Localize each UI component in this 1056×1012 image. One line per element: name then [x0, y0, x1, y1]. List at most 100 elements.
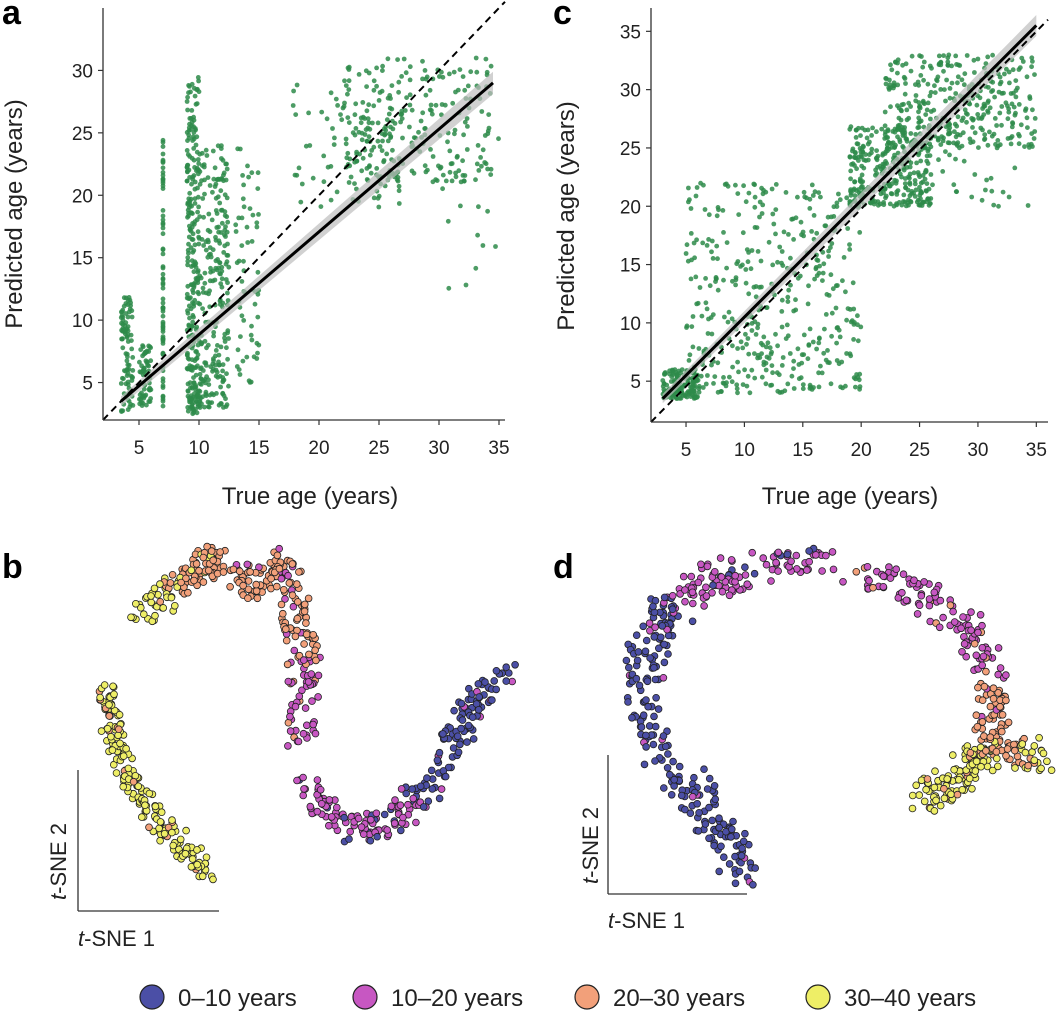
tsne-point	[940, 784, 948, 793]
data-point	[455, 87, 461, 93]
data-point	[191, 157, 197, 163]
tsne-point	[977, 762, 985, 771]
data-point	[214, 225, 220, 230]
data-point	[720, 380, 726, 386]
data-point	[745, 259, 751, 265]
data-point	[703, 300, 709, 306]
data-point	[160, 151, 166, 157]
data-point	[1005, 116, 1011, 122]
data-point	[743, 199, 749, 205]
data-point	[806, 283, 811, 289]
data-point	[160, 246, 166, 252]
data-point	[896, 125, 901, 130]
data-point	[120, 345, 126, 351]
data-point	[449, 161, 455, 166]
tsne-point	[492, 666, 501, 675]
data-point	[366, 120, 372, 126]
tsne-point	[946, 601, 955, 609]
data-point	[757, 214, 762, 220]
panel-b-points	[95, 542, 519, 884]
data-point	[855, 338, 861, 344]
data-point	[380, 138, 385, 144]
data-point	[919, 203, 925, 208]
data-point	[720, 208, 726, 213]
data-point	[256, 342, 262, 348]
data-point	[987, 129, 992, 135]
data-point	[363, 68, 369, 74]
tsne-point	[325, 796, 334, 804]
x-tick-label: 25	[368, 438, 389, 459]
data-point	[206, 239, 211, 245]
tsne-point	[974, 628, 982, 637]
data-point	[925, 100, 931, 106]
data-point	[912, 181, 918, 187]
data-point	[129, 378, 135, 383]
legend-label-30-40: 30–40 years	[844, 985, 976, 1012]
data-point	[841, 255, 847, 260]
data-point	[190, 221, 196, 226]
data-point	[193, 365, 199, 370]
tsne-point	[129, 777, 138, 786]
data-point	[848, 353, 854, 359]
data-point	[185, 94, 191, 100]
tsne-point	[731, 852, 739, 861]
data-point	[223, 234, 228, 239]
data-point	[475, 232, 480, 238]
data-point	[669, 374, 675, 380]
data-point	[949, 63, 954, 69]
tsne-point	[660, 658, 669, 667]
data-point	[740, 262, 745, 268]
data-point	[907, 193, 913, 199]
data-point	[192, 259, 198, 265]
tsne-point	[1010, 746, 1019, 755]
data-point	[255, 314, 261, 320]
data-point	[400, 135, 405, 141]
data-point	[810, 193, 816, 198]
data-point	[696, 346, 702, 351]
x-tick-label: 30	[967, 440, 988, 461]
data-point	[795, 194, 800, 200]
data-point	[442, 102, 448, 108]
tsne-point	[654, 644, 663, 653]
data-point	[858, 153, 864, 159]
tsne-point	[444, 763, 453, 772]
data-point	[191, 380, 197, 386]
data-point	[396, 188, 402, 194]
tsne-point	[923, 775, 932, 783]
tsne-point	[283, 660, 292, 669]
data-point	[929, 65, 934, 71]
tsne-point	[291, 632, 300, 641]
tsne-point	[456, 740, 464, 749]
panel-label-d: d	[553, 548, 574, 586]
tsne-point	[632, 674, 641, 683]
data-point	[870, 125, 875, 131]
data-point	[812, 276, 817, 282]
data-point	[461, 132, 466, 138]
tsne-point	[913, 610, 922, 618]
data-point	[192, 201, 198, 206]
tsne-point	[978, 696, 987, 704]
data-point	[255, 186, 261, 192]
data-point	[752, 204, 758, 210]
data-point	[205, 175, 211, 181]
tsne-point	[950, 765, 958, 774]
data-point	[225, 219, 231, 225]
data-point	[473, 265, 479, 271]
tsne-point	[992, 754, 1001, 763]
data-point	[376, 193, 382, 199]
panel-c-xlabel: True age (years)	[762, 483, 939, 510]
data-point	[440, 172, 446, 178]
data-point	[226, 336, 232, 341]
tsne-point	[100, 681, 109, 689]
data-point	[821, 261, 827, 267]
data-point	[809, 229, 814, 234]
data-point	[684, 242, 690, 248]
data-point	[427, 87, 433, 93]
data-point	[805, 356, 811, 362]
data-point	[203, 393, 209, 399]
data-point	[825, 348, 830, 353]
data-point	[893, 59, 898, 65]
tsne-point	[688, 617, 697, 626]
legend-label-10-20: 10–20 years	[391, 985, 523, 1012]
data-point	[254, 220, 260, 226]
